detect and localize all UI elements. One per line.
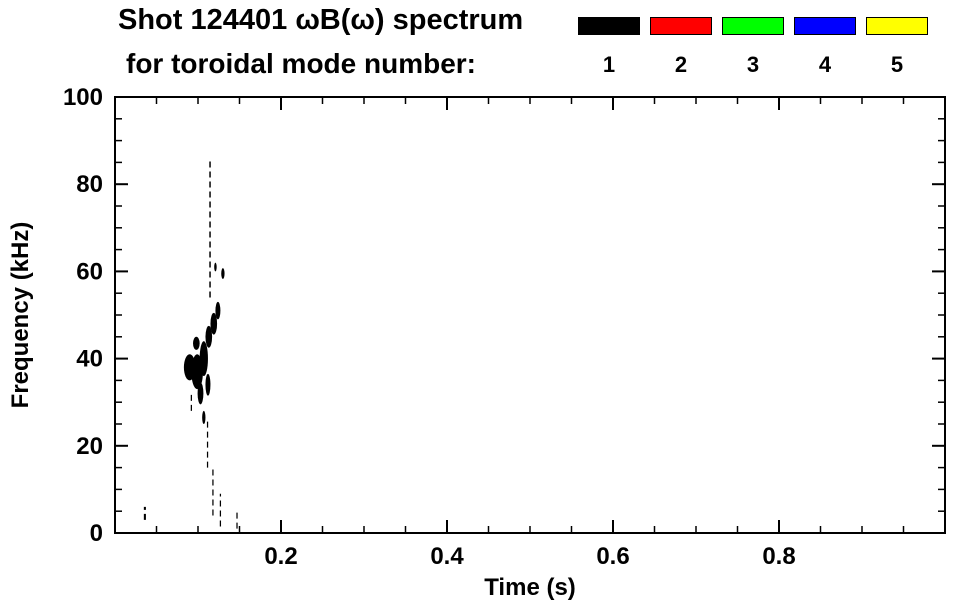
data-blob: [221, 268, 225, 280]
data-blob: [205, 325, 213, 348]
data-blob: [205, 373, 211, 396]
x-axis-title: Time (s): [484, 574, 576, 601]
data-blob: [197, 382, 204, 405]
data-blob: [199, 341, 208, 377]
y-tick-label: 20: [76, 433, 103, 460]
legend-number-mode-4: 4: [818, 52, 832, 77]
y-axis-title: Frequency (kHz): [7, 222, 34, 409]
y-tick-label: 100: [63, 84, 103, 111]
legend-number-mode-5: 5: [890, 52, 904, 77]
figure-subtitle: for toroidal mode number:: [126, 48, 476, 79]
x-tick-label: 0.4: [430, 543, 464, 570]
legend-numbers: 1 2 3 4 5: [578, 52, 928, 78]
figure-title: Shot 124401 ωB(ω) spectrum: [118, 4, 524, 36]
legend-swatch-mode-1: [578, 17, 640, 35]
data-blob: [193, 336, 200, 350]
data-blob: [215, 301, 221, 320]
legend-swatch-mode-3: [722, 17, 784, 35]
data-blob: [214, 262, 217, 272]
legend-number-mode-2: 2: [674, 52, 688, 77]
y-tick-label: 40: [76, 346, 103, 373]
legend-swatch-mode-4: [794, 17, 856, 35]
legend-number-mode-3: 3: [746, 52, 760, 77]
legend-number-mode-1: 1: [602, 52, 616, 77]
x-tick-label: 0.6: [596, 543, 629, 570]
y-tick-label: 80: [76, 171, 103, 198]
x-tick-label: 0.8: [762, 543, 795, 570]
y-tick-label: 60: [76, 258, 103, 285]
legend-swatch-mode-2: [650, 17, 712, 35]
y-tick-label: 0: [90, 520, 103, 547]
legend-swatch-mode-5: [866, 17, 928, 35]
legend-swatches: [578, 17, 928, 35]
data-blob: [210, 312, 218, 335]
x-tick-label: 0.2: [264, 543, 297, 570]
plot-frame: [114, 96, 946, 534]
data-blob: [202, 410, 206, 424]
